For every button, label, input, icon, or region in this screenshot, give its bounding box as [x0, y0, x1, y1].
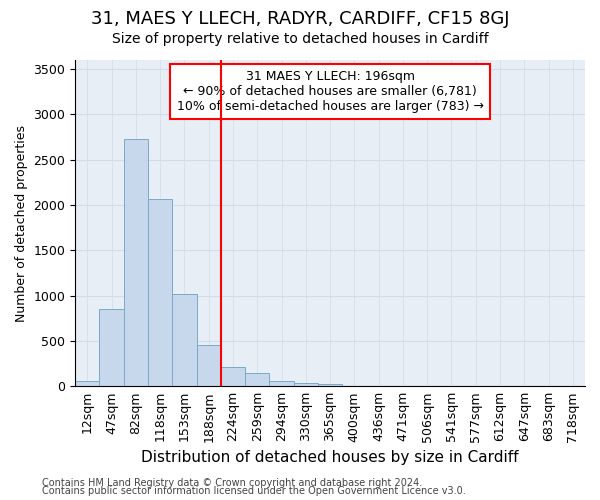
Bar	[221, 367, 245, 386]
Bar	[245, 372, 269, 386]
Bar	[318, 384, 342, 386]
Bar	[172, 294, 197, 386]
Bar	[293, 384, 318, 386]
Text: Contains public sector information licensed under the Open Government Licence v3: Contains public sector information licen…	[42, 486, 466, 496]
Bar	[148, 198, 172, 386]
Bar	[100, 309, 124, 386]
Text: 31, MAES Y LLECH, RADYR, CARDIFF, CF15 8GJ: 31, MAES Y LLECH, RADYR, CARDIFF, CF15 8…	[91, 10, 509, 28]
Bar	[75, 380, 100, 386]
Bar	[197, 344, 221, 386]
Bar	[124, 139, 148, 386]
X-axis label: Distribution of detached houses by size in Cardiff: Distribution of detached houses by size …	[142, 450, 519, 465]
Y-axis label: Number of detached properties: Number of detached properties	[15, 124, 28, 322]
Bar	[269, 380, 293, 386]
Text: Contains HM Land Registry data © Crown copyright and database right 2024.: Contains HM Land Registry data © Crown c…	[42, 478, 422, 488]
Text: Size of property relative to detached houses in Cardiff: Size of property relative to detached ho…	[112, 32, 488, 46]
Text: 31 MAES Y LLECH: 196sqm
← 90% of detached houses are smaller (6,781)
10% of semi: 31 MAES Y LLECH: 196sqm ← 90% of detache…	[176, 70, 484, 113]
